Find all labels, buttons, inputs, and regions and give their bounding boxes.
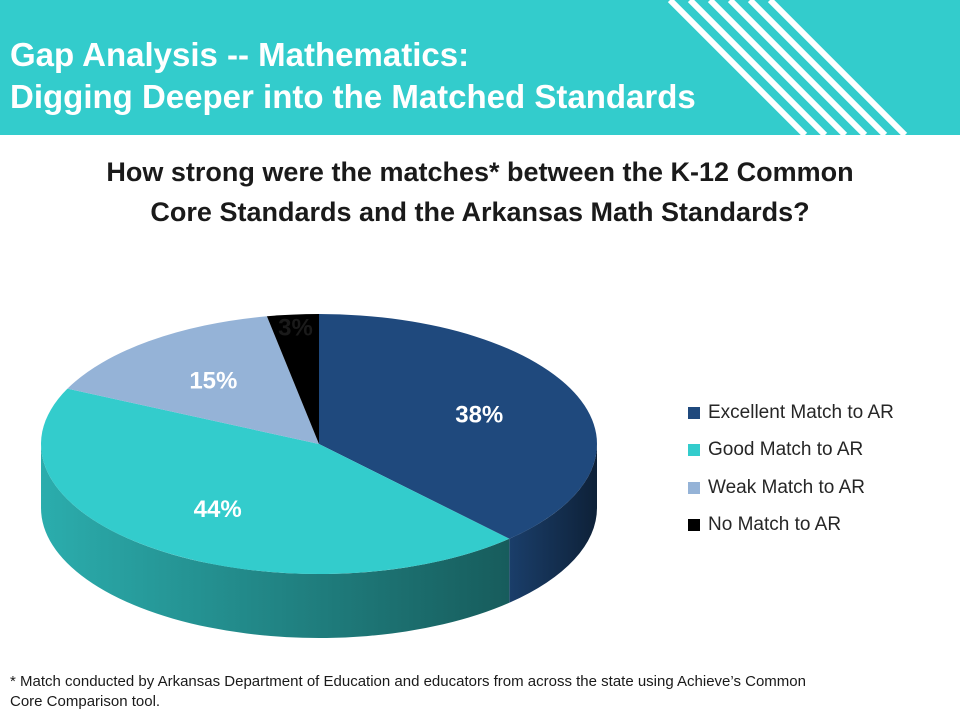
legend-item-4: No Match to AR (688, 507, 894, 545)
chart-question: How strong were the matches* between the… (0, 152, 960, 232)
legend-label-3: Weak Match to AR (708, 476, 865, 498)
legend-swatch-4 (688, 519, 700, 532)
data-label-3: 15% (189, 367, 237, 394)
chart-question-line-2: Core Standards and the Arkansas Math Sta… (150, 197, 810, 227)
slide-title-line-1: Gap Analysis -- Mathematics: (10, 36, 470, 73)
pie-slice-2 (40, 388, 510, 574)
legend-item-1: Excellent Match to AR (688, 394, 894, 432)
pie-chart: 38% 44% 15% 3% (40, 314, 597, 638)
legend-label-4: No Match to AR (708, 514, 842, 536)
legend-label-2: Good Match to AR (708, 439, 864, 461)
diagonal-stripes-decoration (667, 0, 908, 135)
pie-slice-1 (319, 314, 597, 539)
legend-item-2: Good Match to AR (688, 432, 894, 470)
slide-title-line-2: Digging Deeper into the Matched Standard… (10, 78, 696, 115)
legend-swatch-2 (688, 444, 700, 457)
pie-slice-4 (266, 314, 319, 444)
footnote: * Match conducted by Arkansas Department… (10, 672, 940, 712)
chart-legend: Excellent Match to AR Good Match to AR Wea… (688, 394, 894, 544)
pie-slice-3 (67, 316, 320, 444)
pie-slice-side-1 (509, 444, 597, 603)
data-label-2: 44% (194, 496, 242, 523)
footnote-line-1: * Match conducted by Arkansas Department… (10, 673, 806, 690)
legend-label-1: Excellent Match to AR (708, 401, 894, 423)
slide-title: Gap Analysis -- Mathematics: Digging Dee… (10, 34, 696, 118)
data-label-4: 3% (278, 315, 313, 342)
footnote-line-2: Core Comparison tool. (10, 693, 161, 710)
chart-question-line-1: How strong were the matches* between the… (106, 157, 854, 187)
legend-swatch-3 (688, 481, 700, 494)
slide-header: Gap Analysis -- Mathematics: Digging Dee… (0, 0, 960, 135)
data-label-1: 38% (455, 401, 503, 428)
pie-slice-side-2 (41, 444, 510, 638)
legend-item-3: Weak Match to AR (688, 469, 894, 507)
legend-swatch-1 (688, 406, 700, 419)
